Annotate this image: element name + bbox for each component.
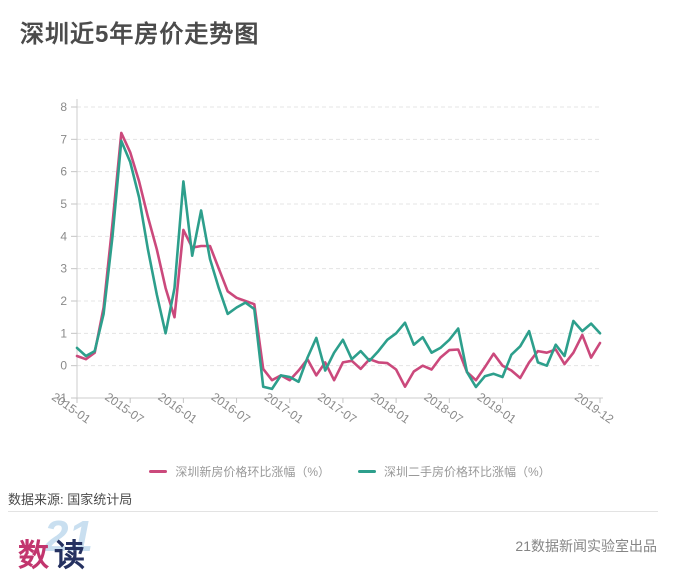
secondhand-price-line: [75, 139, 602, 391]
legend-item-secondhand: 深圳二手房价格环比涨幅（%）: [358, 463, 551, 480]
x-tick-label: 2016-01: [156, 390, 200, 427]
logo-char-du: 读: [54, 538, 90, 573]
legend-swatch-new-home: [149, 470, 168, 473]
x-tick-label: 2015-01: [49, 390, 93, 427]
chart-legend: 深圳新房价格环比涨幅（%） 深圳二手房价格环比涨幅（%）: [0, 463, 700, 480]
page-title: 深圳近5年房价走势图: [20, 21, 260, 48]
logo-ghost-21: 21: [44, 512, 93, 561]
y-tick-label: 3: [60, 262, 67, 276]
legend-label-secondhand: 深圳二手房价格环比涨幅（%）: [384, 465, 551, 479]
new-home-price-line: [75, 131, 602, 389]
data-source-note: 数据来源: 国家统计局: [8, 492, 133, 507]
logo-char-shu: 数: [18, 538, 54, 573]
y-tick-label: 6: [60, 165, 67, 179]
x-tick-label: 2018-01: [368, 390, 412, 427]
y-tick-label: 8: [60, 100, 67, 114]
x-tick-label: 2018-07: [422, 390, 466, 427]
y-tick-label: 4: [60, 229, 67, 243]
y-tick-label: -1: [56, 391, 67, 405]
credit-text: 21数据新闻实验室出品: [515, 538, 657, 554]
y-tick-label: 5: [60, 197, 67, 211]
x-tick-label: 2019-01: [475, 390, 519, 427]
x-tick-label: 2015-07: [102, 390, 146, 427]
legend-label-new-home: 深圳新房价格环比涨幅（%）: [175, 465, 330, 479]
footer-divider: [8, 511, 658, 512]
x-tick-label: 2016-07: [209, 390, 253, 427]
legend-swatch-secondhand: [358, 470, 376, 473]
x-tick-label: 2019-12: [572, 390, 616, 427]
x-tick-label: 2017-01: [262, 390, 306, 427]
legend-item-new-home: 深圳新房价格环比涨幅（%）: [149, 463, 330, 480]
y-tick-label: 7: [60, 132, 67, 146]
price-trend-chart: -1 0 1 2 3 4 5 6 7 8 2015-01 2015-07 2016-01 2016-07 2…: [0, 90, 700, 460]
x-tick-label: 2017-07: [315, 390, 359, 427]
y-tick-label: 0: [60, 359, 67, 373]
shudu-logo: 21 数读: [18, 512, 113, 575]
logo-characters: 数读: [18, 530, 90, 575]
y-tick-label: 2: [60, 294, 67, 308]
y-tick-label: 1: [60, 326, 67, 340]
